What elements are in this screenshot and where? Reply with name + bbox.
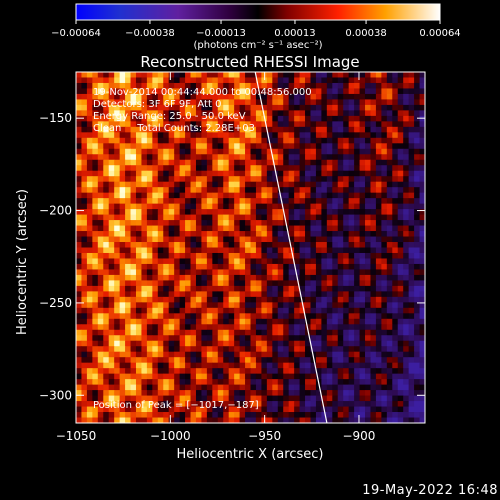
plot-frame — [75, 71, 426, 424]
x-tick-label: −900 — [342, 429, 375, 443]
colorbar-ticks: −0.00064 −0.00038 −0.00013 0.00013 0.00038 0.… — [51, 20, 461, 39]
annotation-peak: Position of Peak = [−1017,−187] — [93, 400, 259, 411]
colorbar-unit-label: (photons cm⁻² s⁻¹ asec⁻²) — [193, 40, 322, 51]
x-axis-label: Heliocentric X (arcsec) — [177, 447, 324, 462]
y-tick-label: −250 — [39, 296, 72, 310]
y-tick-label: −300 — [39, 388, 72, 402]
colorbar-tick-label: −0.00013 — [196, 28, 246, 39]
x-tick-label: −1050 — [56, 429, 97, 443]
x-axis-ticks: −1050 −1000 −950 −900 — [56, 72, 375, 443]
annotation-energy: Energy Range: 25.0 - 50.0 keV — [93, 111, 246, 122]
x-tick-label: −1000 — [150, 429, 191, 443]
colorbar-tick-label: −0.00064 — [51, 28, 101, 39]
annotation-algorithm: Clean Total Counts: 2.28E+03 — [93, 123, 255, 134]
y-axis-ticks: −150 −200 −250 −300 — [39, 111, 425, 402]
colorbar-tick-label: 0.00064 — [419, 28, 460, 39]
colorbar-tick-label: −0.00038 — [125, 28, 175, 39]
y-axis-label: Heliocentric Y (arcsec) — [15, 189, 30, 335]
y-tick-label: −150 — [39, 111, 72, 125]
chart-title: Reconstructed RHESSI Image — [140, 53, 359, 71]
colorbar — [75, 3, 441, 21]
annotation-detectors: Detectors: 3F 6F 9F, Att 0 — [93, 99, 221, 110]
y-tick-label: −200 — [39, 204, 72, 218]
solar-limb-line — [254, 72, 328, 423]
x-tick-label: −950 — [248, 429, 281, 443]
colorbar-tick-label: 0.00038 — [345, 28, 386, 39]
colorbar-tick-label: 0.00013 — [274, 28, 315, 39]
footer-date: 19-May-2022 16:48 — [362, 483, 498, 498]
heatmap-image — [76, 72, 425, 423]
annotation-time: 19-Nov-2014 00:44:44.000 to 00:48:56.000 — [93, 87, 312, 98]
